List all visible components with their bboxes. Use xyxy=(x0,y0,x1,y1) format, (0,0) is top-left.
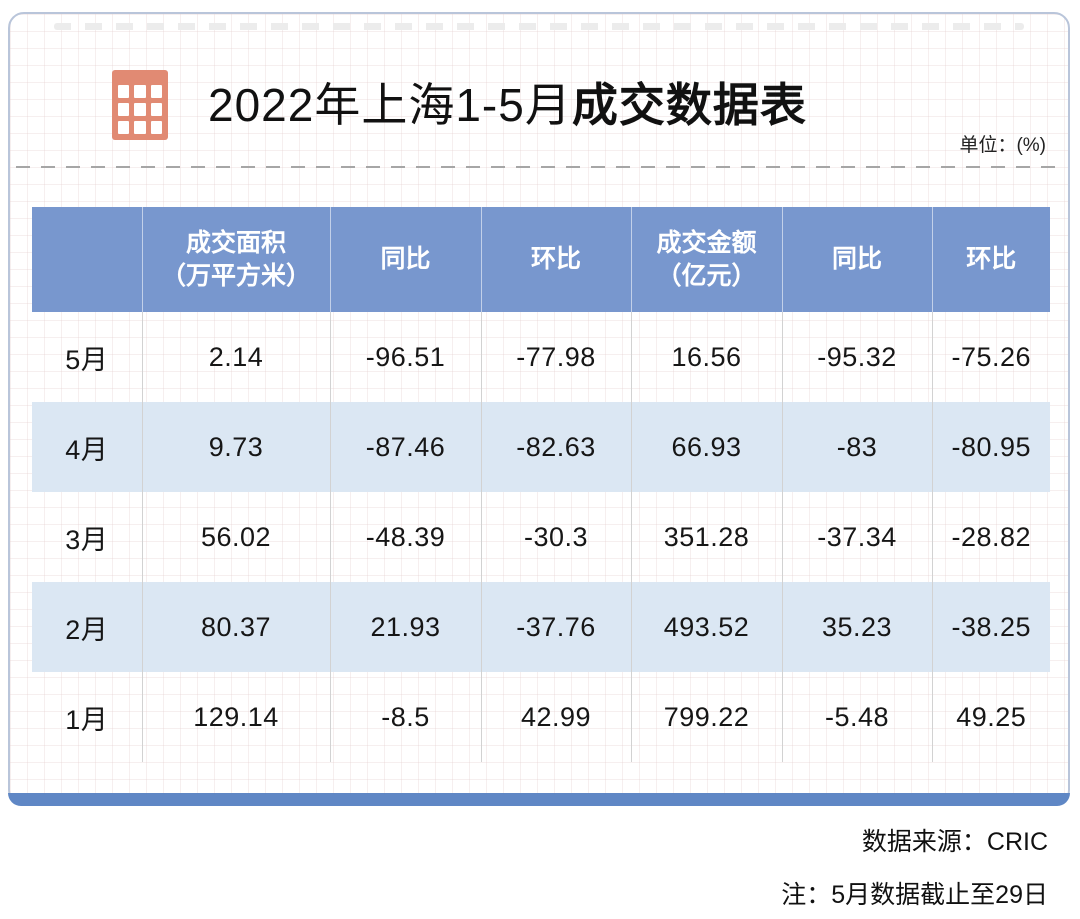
value-cell: -30.3 xyxy=(480,492,631,582)
data-card: 2022年上海1-5月成交数据表 单位：(%) 成交面积 （万平方米） 同比 环… xyxy=(8,12,1070,806)
value-cell: -38.25 xyxy=(931,582,1050,672)
table-row: 4月 9.73 -87.46 -82.63 66.93 -83 -80.95 xyxy=(32,402,1050,492)
month-cell: 2月 xyxy=(32,582,142,672)
value-cell: -87.46 xyxy=(329,402,481,492)
month-cell: 4月 xyxy=(32,402,142,492)
title-block: 2022年上海1-5月成交数据表 xyxy=(112,70,807,140)
value-cell: -82.63 xyxy=(480,402,631,492)
value-cell: 2.14 xyxy=(141,312,330,402)
value-cell: 66.93 xyxy=(630,402,782,492)
page-title: 2022年上海1-5月成交数据表 xyxy=(208,82,807,128)
value-cell: -48.39 xyxy=(329,492,481,582)
table-row: 1月 129.14 -8.5 42.99 799.22 -5.48 49.25 xyxy=(32,672,1050,762)
value-cell: -83 xyxy=(781,402,932,492)
month-cell: 5月 xyxy=(65,344,109,375)
month-cell: 3月 xyxy=(65,524,109,555)
value-cell: -77.98 xyxy=(480,312,631,402)
page-title-regular: 2022年上海1-5月 xyxy=(208,79,572,131)
value-cell: 49.25 xyxy=(931,672,1050,762)
col-header-month xyxy=(32,207,142,312)
value-cell: 129.14 xyxy=(141,672,330,762)
value-cell: 9.73 xyxy=(141,402,330,492)
value-cell: -37.34 xyxy=(781,492,932,582)
col-header-area: 成交面积 （万平方米） xyxy=(141,207,330,312)
data-note-label: 注：5月数据截止至29日 xyxy=(781,881,1048,909)
value-cell: 16.56 xyxy=(630,312,782,402)
value-cell: 799.22 xyxy=(630,672,782,762)
value-cell: -95.32 xyxy=(781,312,932,402)
table-grid-icon xyxy=(112,70,168,140)
value-cell: 35.23 xyxy=(781,582,932,672)
value-cell: 42.99 xyxy=(480,672,631,762)
col-header-amount-yoy: 同比 xyxy=(781,207,932,312)
value-cell: -96.51 xyxy=(329,312,481,402)
value-cell: 80.37 xyxy=(141,582,330,672)
data-table: 成交面积 （万平方米） 同比 环比 成交金额 （亿元） 同比 环比 5月 2.1… xyxy=(32,207,1050,762)
page-title-bold: 成交数据表 xyxy=(571,79,807,131)
value-cell: -37.76 xyxy=(480,582,631,672)
footer-notes: 数据来源：CRIC 注：5月数据截止至29日 xyxy=(781,822,1048,911)
value-cell: -75.26 xyxy=(931,312,1050,402)
data-source-label: 数据来源：CRIC xyxy=(861,828,1048,856)
dashed-divider xyxy=(16,166,1062,168)
unit-label: 单位：(%) xyxy=(959,135,1046,156)
table-row: 2月 80.37 21.93 -37.76 493.52 35.23 -38.2… xyxy=(32,582,1050,672)
value-cell: -80.95 xyxy=(931,402,1050,492)
table-row: 3月 56.02 -48.39 -30.3 351.28 -37.34 -28.… xyxy=(32,492,1050,582)
card-bottom-accent xyxy=(8,793,1070,806)
value-cell: -8.5 xyxy=(329,672,481,762)
decorative-dashes xyxy=(54,23,1024,30)
table-row: 5月 2.14 -96.51 -77.98 16.56 -95.32 -75.2… xyxy=(32,312,1050,402)
value-cell: 351.28 xyxy=(630,492,782,582)
value-cell: 56.02 xyxy=(141,492,330,582)
col-header-amount-mom: 环比 xyxy=(931,207,1050,312)
month-cell: 1月 xyxy=(65,704,109,735)
value-cell: -5.48 xyxy=(781,672,932,762)
col-header-area-mom: 环比 xyxy=(480,207,631,312)
value-cell: 493.52 xyxy=(630,582,782,672)
header-row: 成交面积 （万平方米） 同比 环比 成交金额 （亿元） 同比 环比 xyxy=(32,207,1050,312)
col-header-amount: 成交金额 （亿元） xyxy=(630,207,782,312)
col-header-area-yoy: 同比 xyxy=(329,207,481,312)
value-cell: -28.82 xyxy=(931,492,1050,582)
value-cell: 21.93 xyxy=(329,582,481,672)
